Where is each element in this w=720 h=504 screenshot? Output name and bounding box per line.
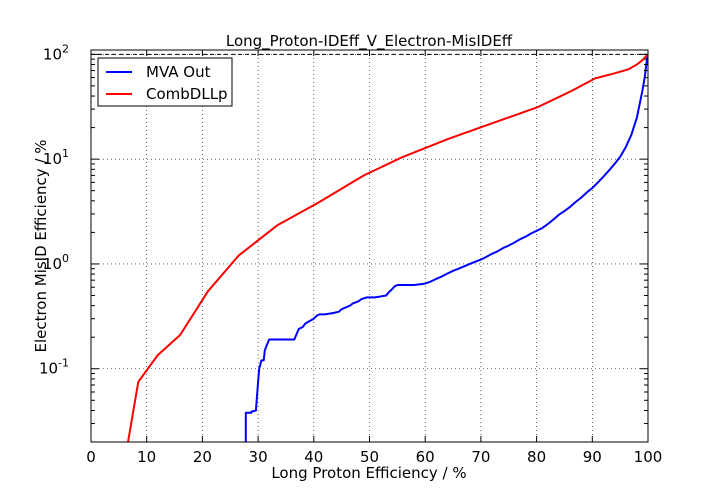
x-tick-label: 0 xyxy=(86,448,96,466)
x-tick-label: 60 xyxy=(416,448,435,466)
x-tick-label: 30 xyxy=(249,448,268,466)
legend-label-combdllp: CombDLLp xyxy=(146,85,228,103)
y-tick-label-exponent: -1 xyxy=(58,357,69,370)
x-tick-label: 20 xyxy=(193,448,212,466)
x-tick-label: 50 xyxy=(360,448,379,466)
series-line-mva-out xyxy=(244,54,648,442)
x-tick-label: 10 xyxy=(137,448,156,466)
legend: MVA Out CombDLLp xyxy=(97,57,233,107)
x-tick-label: 80 xyxy=(527,448,546,466)
series-group xyxy=(127,53,648,442)
y-tick-label-base: 10 xyxy=(43,150,62,168)
y-tick-label: 10-1 xyxy=(39,357,69,378)
x-axis-label: Long Proton Efficiency / % xyxy=(271,464,466,482)
ticks xyxy=(90,50,649,442)
y-tick-label: 100 xyxy=(43,252,69,273)
x-tick-label: 40 xyxy=(304,448,323,466)
legend-box xyxy=(97,57,233,107)
y-tick-label-base: 10 xyxy=(43,255,62,273)
y-tick-label-exponent: 1 xyxy=(62,147,69,160)
y-axis-label: Electron MisID Efficiency / % xyxy=(32,139,50,352)
x-tick-label: 90 xyxy=(583,448,602,466)
y-tick-label: 101 xyxy=(43,147,69,168)
y-tick-label-base: 10 xyxy=(43,45,62,63)
x-tick-label: 70 xyxy=(471,448,490,466)
y-tick-label: 102 xyxy=(43,42,69,63)
y-tick-label-exponent: 2 xyxy=(62,42,69,55)
series-line-combdllp xyxy=(127,53,648,442)
chart-title: Long_Proton-IDEff_V_Electron-MisIDEff xyxy=(226,32,513,51)
y-tick-label-base: 10 xyxy=(39,360,58,378)
y-tick-label-exponent: 0 xyxy=(62,252,69,265)
legend-label-mva-out: MVA Out xyxy=(146,63,211,81)
x-tick-label: 100 xyxy=(634,448,663,466)
x-tick-labels: 0 10 20 30 40 50 60 70 80 90 100 xyxy=(86,448,662,466)
